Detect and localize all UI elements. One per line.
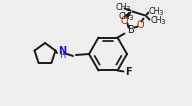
Text: 3: 3 [128, 15, 132, 21]
Text: H: H [59, 52, 65, 61]
Text: B: B [128, 25, 135, 35]
Text: CH: CH [151, 16, 162, 25]
Text: O: O [121, 16, 128, 26]
Text: N: N [58, 46, 66, 56]
Text: 3: 3 [125, 6, 129, 12]
Text: 3: 3 [160, 19, 165, 25]
Text: 3: 3 [158, 10, 162, 16]
Text: F: F [125, 67, 132, 77]
Text: CH: CH [148, 7, 160, 16]
Text: CH: CH [118, 12, 130, 21]
Text: CH: CH [116, 3, 127, 12]
Text: O: O [137, 20, 144, 30]
